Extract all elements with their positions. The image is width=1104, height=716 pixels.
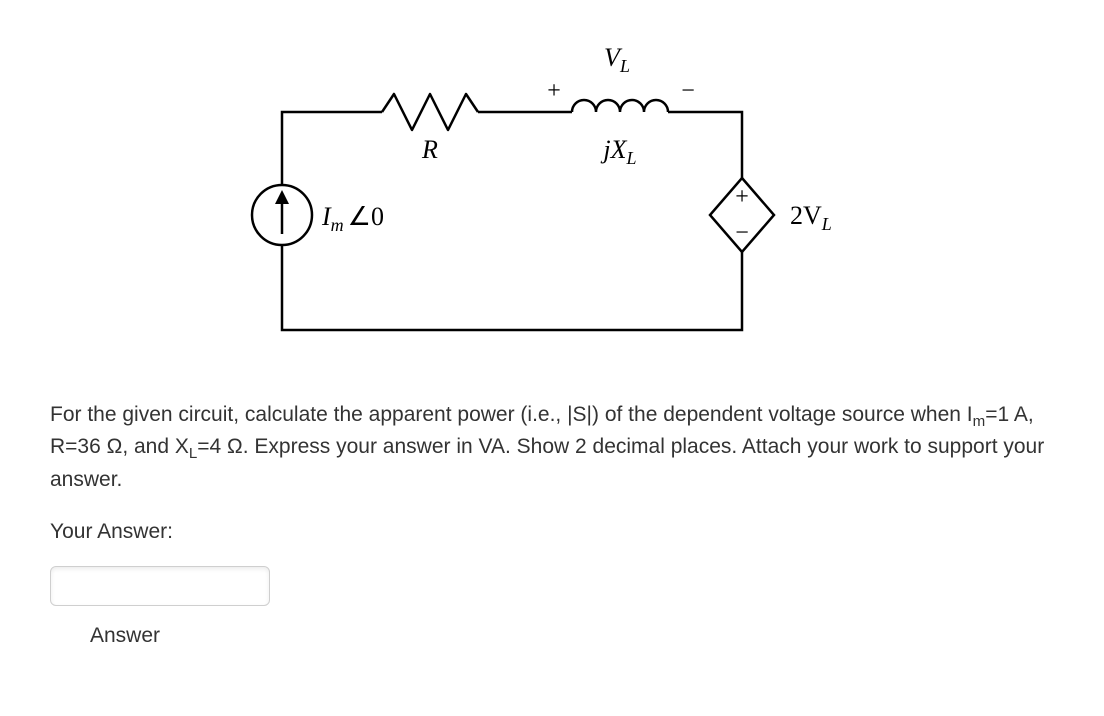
your-answer-label: Your Answer: — [50, 520, 1054, 544]
resistor — [382, 94, 478, 130]
answer-box — [50, 566, 1054, 606]
label-2VL: 2VL — [790, 201, 832, 234]
vl-plus: + — [547, 78, 561, 104]
circuit-svg: VL + − R jXL + − 2VL Im∠0 — [242, 30, 862, 360]
q-part3: =4 Ω. Express your answer in VA. Show 2 … — [50, 435, 1044, 490]
wire-top-right — [668, 112, 742, 178]
q-part1: For the given circuit, calculate the app… — [50, 403, 973, 426]
current-arrow-head — [275, 190, 289, 204]
label-R: R — [421, 135, 438, 164]
answer-input[interactable] — [50, 566, 270, 606]
wire-top-left — [282, 112, 382, 185]
q-sub-m: m — [973, 413, 986, 430]
inductor — [572, 100, 668, 112]
wire-bottom — [282, 245, 742, 330]
question-text: For the given circuit, calculate the app… — [50, 400, 1050, 494]
dep-plus: + — [735, 184, 749, 210]
dep-minus: − — [735, 220, 749, 246]
label-jXL: jXL — [600, 135, 636, 168]
vl-minus: − — [681, 78, 695, 104]
answer-caption: Answer — [90, 624, 1054, 648]
label-VL: VL — [604, 43, 630, 76]
circuit-diagram: VL + − R jXL + − 2VL Im∠0 — [242, 30, 862, 360]
label-Im: Im∠0 — [321, 202, 384, 235]
